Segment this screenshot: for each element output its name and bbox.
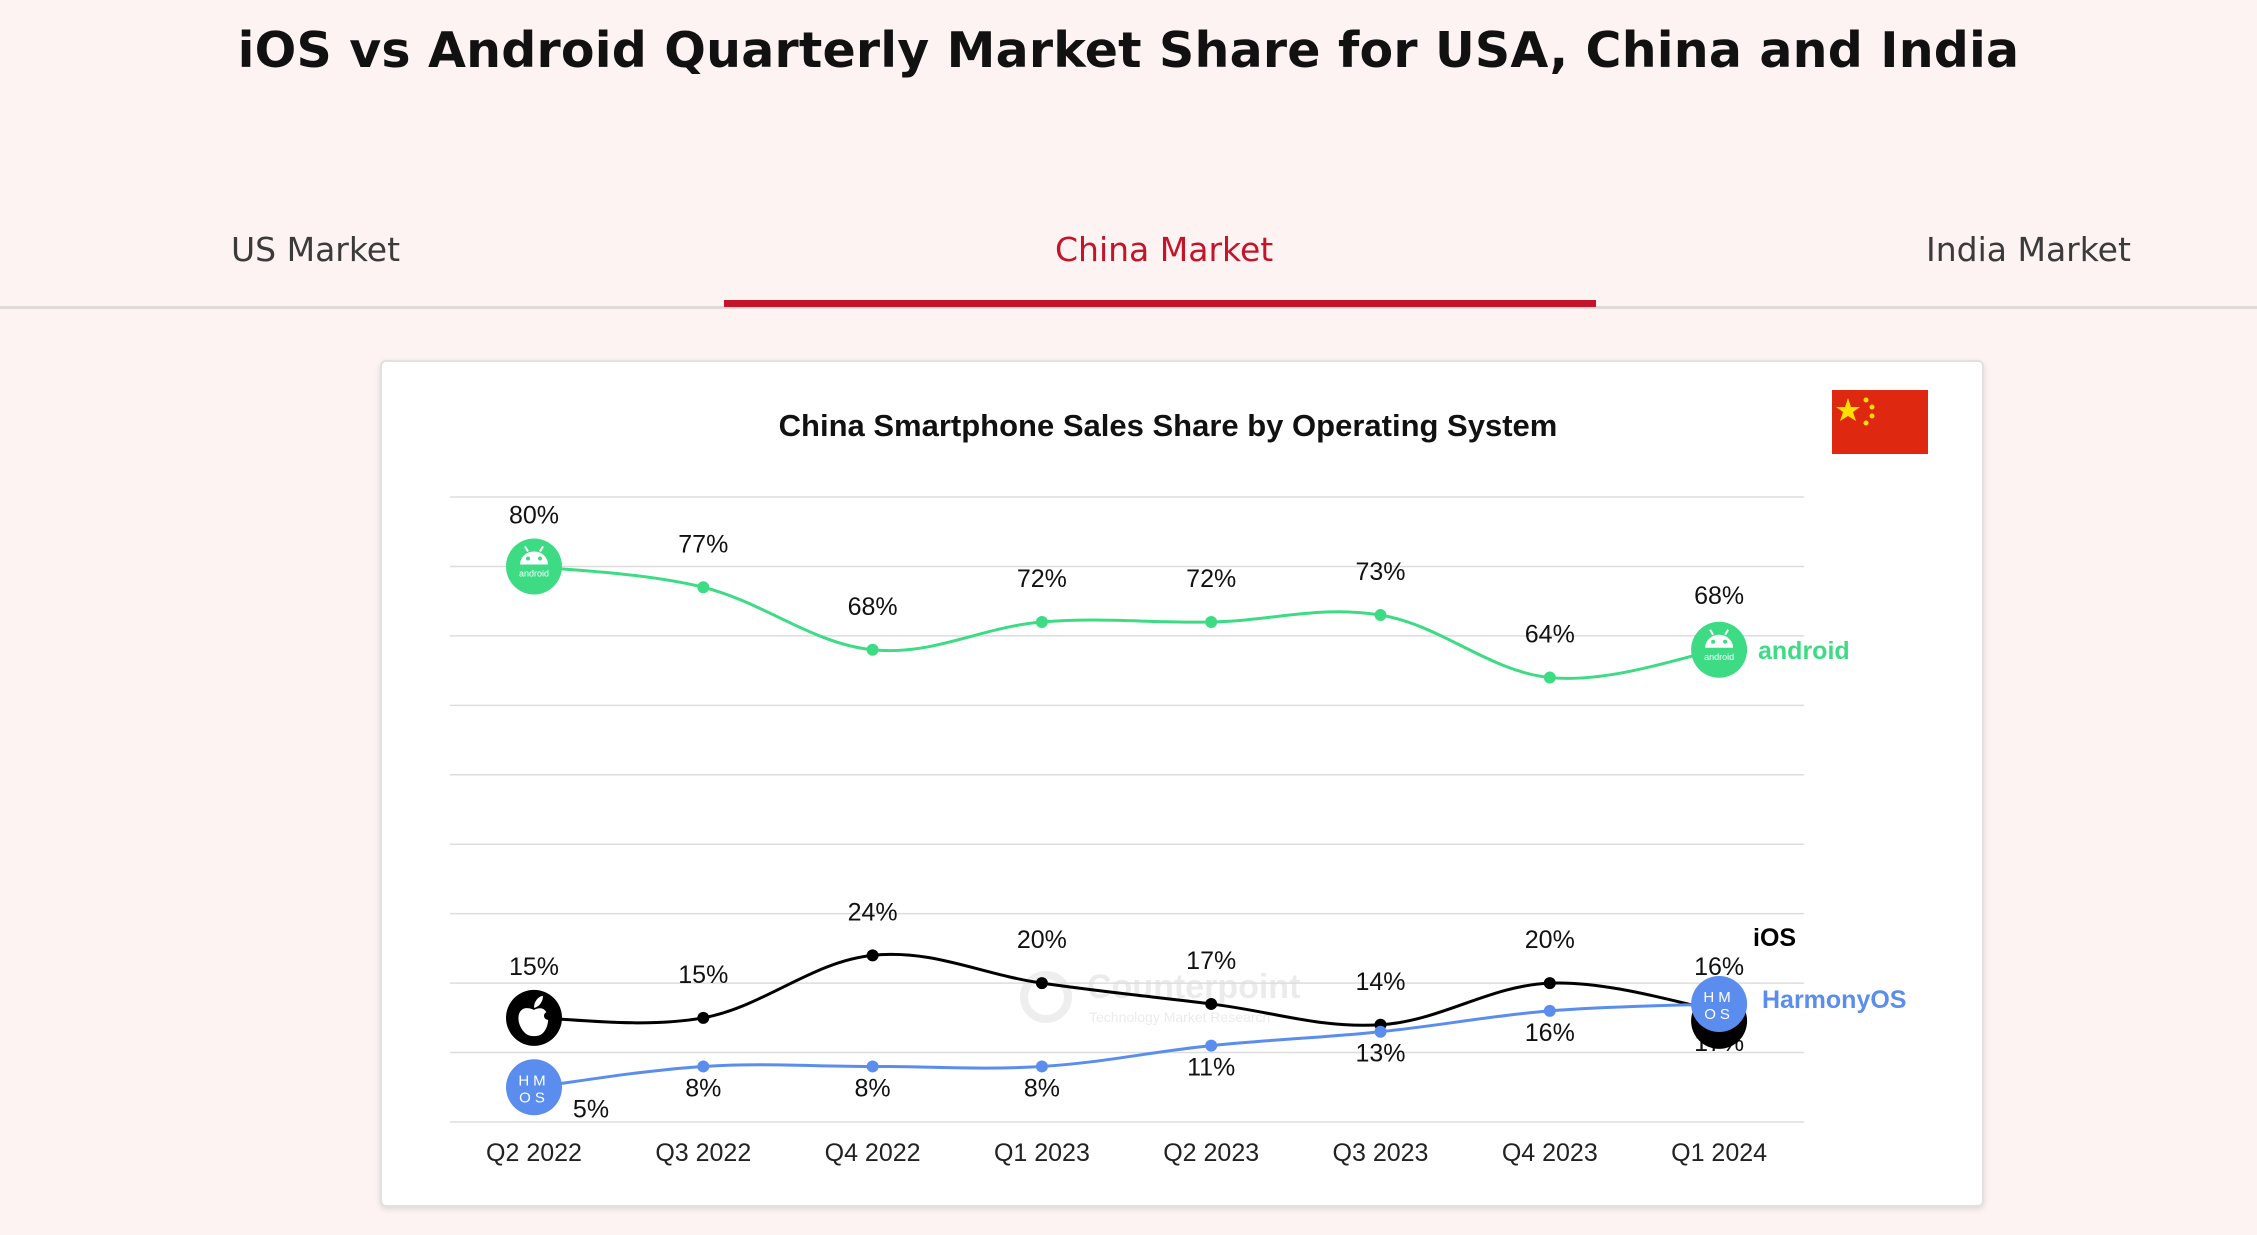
legend-ios: iOS xyxy=(1753,924,1796,952)
data-point xyxy=(1035,977,1048,990)
series-lines xyxy=(533,564,1720,1089)
tab-us-market[interactable]: US Market xyxy=(231,230,401,269)
series-legend: android iOS HarmonyOS xyxy=(1753,637,1906,1014)
data-point xyxy=(1543,1004,1556,1017)
data-label: 68% xyxy=(1694,582,1744,610)
data-point xyxy=(866,1060,879,1073)
series-line-ios xyxy=(533,952,1720,1027)
x-axis-labels: Q2 2022 Q3 2022 Q4 2022 Q1 2023 Q2 2023 Q3 20… xyxy=(486,1139,1767,1167)
data-point xyxy=(1205,616,1218,628)
data-label: 8% xyxy=(855,1074,891,1102)
chart-card: China Smartphone Sales Share by Operatin… xyxy=(380,360,1984,1207)
svg-text:android: android xyxy=(519,568,549,578)
watermark: Counterpoint Technology Market Research xyxy=(1020,968,1300,1025)
data-label: 68% xyxy=(848,593,898,621)
chart-title: China Smartphone Sales Share by Operatin… xyxy=(779,408,1558,443)
data-label: 16% xyxy=(1525,1019,1575,1047)
data-point xyxy=(1374,609,1387,622)
tab-china-market[interactable]: China Market xyxy=(1055,230,1274,269)
data-label: 24% xyxy=(848,898,898,926)
legend-harmonyos: HarmonyOS xyxy=(1762,986,1906,1014)
data-point xyxy=(697,1011,710,1024)
data-label: 20% xyxy=(1525,926,1575,954)
data-label: 80% xyxy=(509,501,559,529)
line-chart: China Smartphone Sales Share by Operatin… xyxy=(450,390,1928,1167)
data-point xyxy=(866,949,879,962)
data-point xyxy=(1374,1025,1387,1038)
x-tick-label: Q4 2023 xyxy=(1502,1139,1598,1167)
data-labels: 80% 77% 68% 72% 72% 73% 64% 68% 15% 15% 24% 20% 17% 1… xyxy=(509,501,1744,1123)
china-flag-icon xyxy=(1832,390,1928,454)
data-label: 72% xyxy=(1017,565,1067,593)
grid xyxy=(450,496,1804,1123)
x-tick-label: Q1 2024 xyxy=(1671,1139,1767,1167)
svg-text:android: android xyxy=(1704,652,1734,662)
x-tick-label: Q3 2023 xyxy=(1333,1139,1429,1167)
data-label: 20% xyxy=(1017,926,1067,954)
legend-android: android xyxy=(1758,637,1850,665)
x-tick-label: Q2 2023 xyxy=(1163,1139,1259,1167)
data-label: 73% xyxy=(1355,558,1405,586)
data-point xyxy=(866,643,879,656)
page-title: iOS vs Android Quarterly Market Share fo… xyxy=(237,22,2020,79)
x-tick-label: Q3 2022 xyxy=(655,1139,751,1167)
android-icon: android xyxy=(506,538,562,595)
data-point xyxy=(1205,997,1218,1010)
data-point xyxy=(1035,1060,1048,1073)
svg-text:HM: HM xyxy=(518,1072,549,1089)
watermark-name: Counterpoint xyxy=(1087,968,1300,1006)
series-line-harmonyos xyxy=(533,1002,1720,1089)
x-tick-label: Q1 2023 xyxy=(994,1139,1090,1167)
data-point xyxy=(1205,1039,1218,1052)
apple-icon xyxy=(506,989,562,1046)
data-label: 77% xyxy=(678,530,728,558)
watermark-sub: Technology Market Research xyxy=(1089,1009,1270,1025)
data-label: 8% xyxy=(685,1074,721,1102)
data-point xyxy=(1543,671,1556,684)
x-tick-label: Q2 2022 xyxy=(486,1139,582,1167)
data-label: 11% xyxy=(1187,1054,1235,1082)
data-label: 13% xyxy=(1355,1040,1405,1068)
active-tab-indicator xyxy=(724,300,1596,307)
data-point xyxy=(1035,616,1048,628)
svg-text:OS: OS xyxy=(1704,1006,1734,1023)
data-label: 15% xyxy=(678,961,728,989)
data-point xyxy=(1543,977,1556,990)
data-label: 15% xyxy=(509,953,559,981)
data-point xyxy=(697,1060,710,1073)
android-icon: android xyxy=(1691,621,1748,678)
svg-text:OS: OS xyxy=(519,1089,549,1106)
data-label: 8% xyxy=(1024,1074,1060,1102)
data-label: 64% xyxy=(1525,621,1575,649)
data-label: 5% xyxy=(573,1095,609,1123)
data-point xyxy=(697,581,710,594)
data-label: 72% xyxy=(1186,565,1236,593)
series-line-android xyxy=(533,564,1720,680)
market-tabs: US Market China Market India Market xyxy=(0,190,2257,309)
x-tick-label: Q4 2022 xyxy=(825,1139,921,1167)
svg-text:HM: HM xyxy=(1703,989,1734,1006)
tab-india-market[interactable]: India Market xyxy=(1926,230,2131,269)
data-label: 17% xyxy=(1186,947,1236,975)
data-label: 14% xyxy=(1355,968,1405,996)
